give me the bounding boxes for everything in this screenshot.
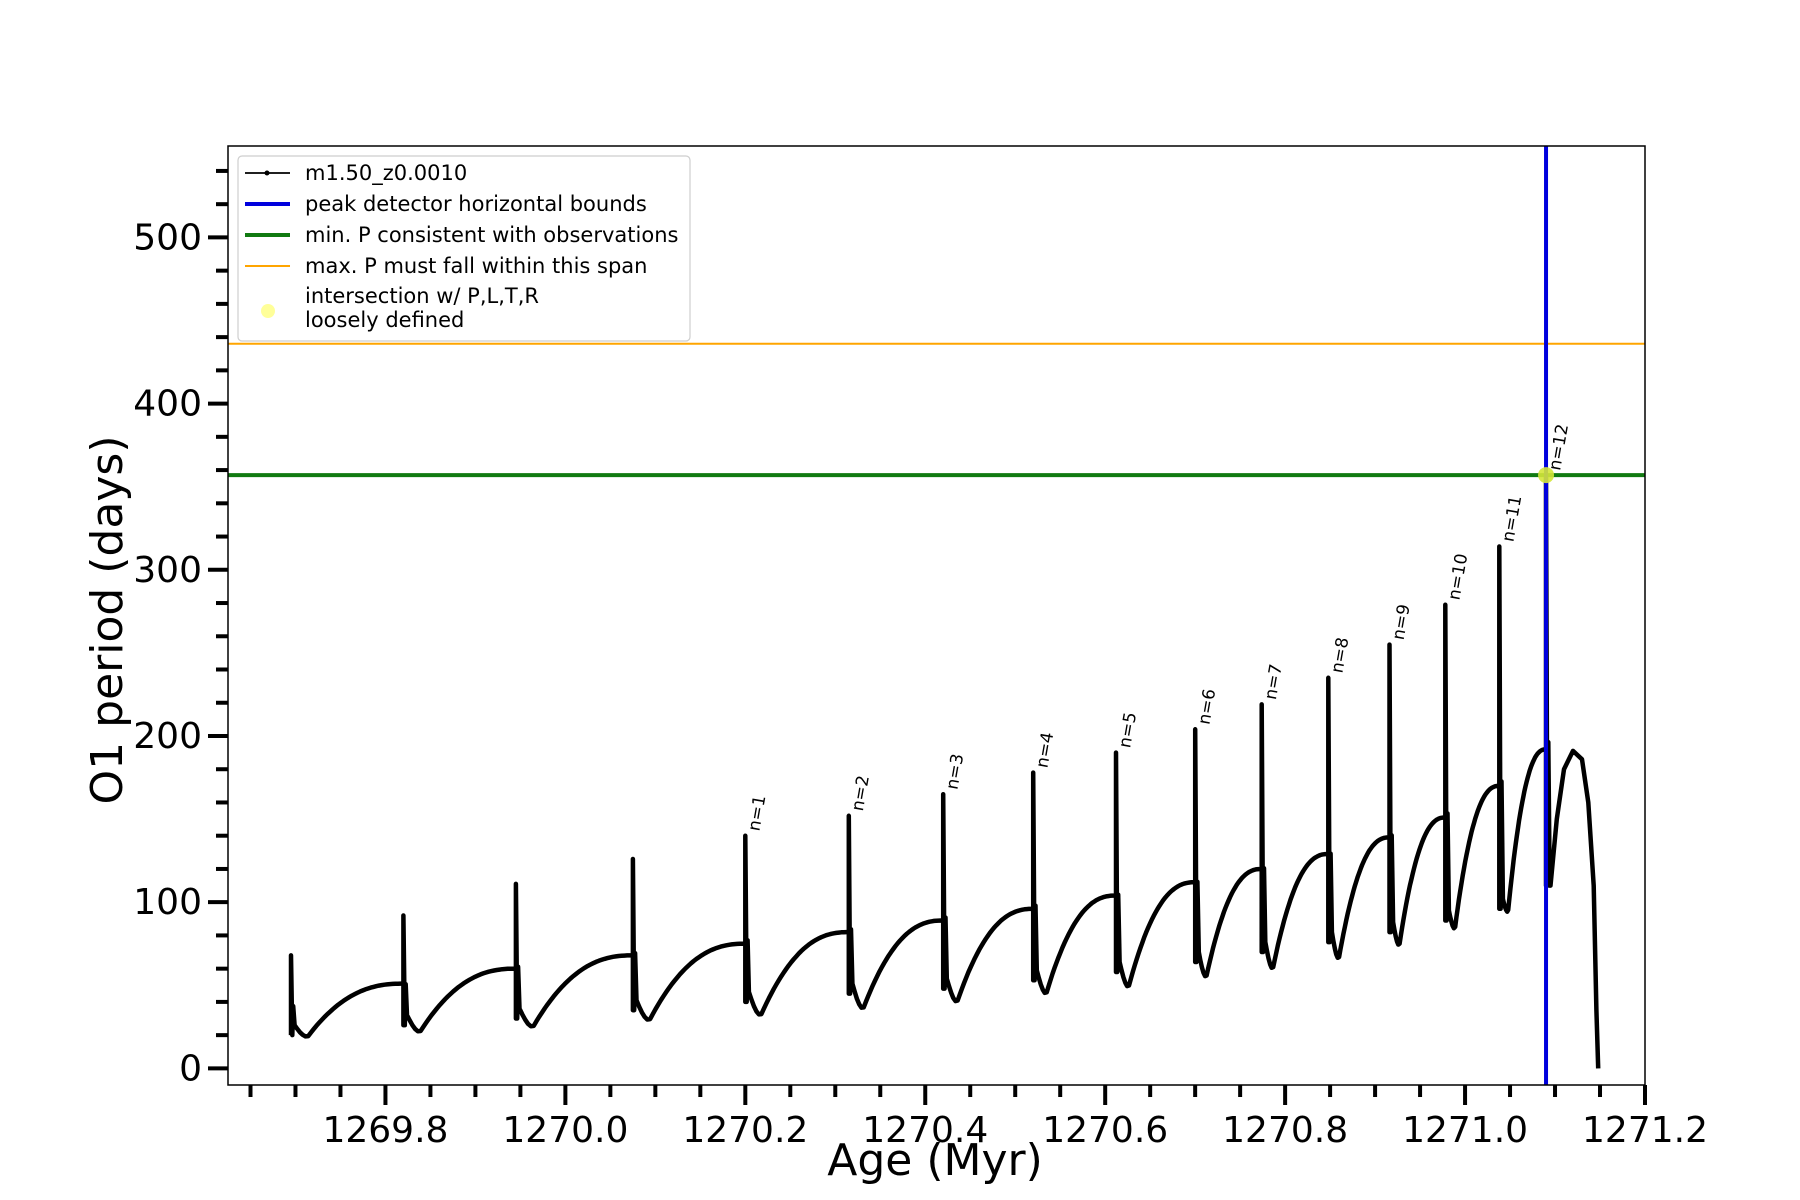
plot-frame	[227, 145, 1646, 1086]
axis-ticks: 0 100 200 300 400 500 1269.8 1270.0 1270.2 1270.4…	[133, 168, 1708, 1151]
legend-label-4-1: loosely defined	[305, 308, 464, 332]
y-tick-label: 0	[179, 1048, 202, 1089]
x-tick-label: 1270.6	[1042, 1110, 1168, 1151]
peak-label-10: n=10	[1445, 552, 1473, 601]
x-tick-label: 1270.2	[682, 1110, 808, 1151]
y-tick-label: 500	[133, 217, 202, 258]
legend-swatch-4	[261, 304, 275, 318]
y-tick-label: 200	[133, 716, 202, 757]
peak-label-1: n=1	[745, 794, 771, 833]
peak-label-11: n=11	[1499, 494, 1527, 543]
peak-label-9: n=9	[1389, 603, 1415, 642]
legend-label-1: peak detector horizontal bounds	[305, 192, 647, 216]
peak-label-8: n=8	[1328, 636, 1354, 675]
x-axis-label: Age (Myr)	[827, 1135, 1043, 1186]
y-tick-label: 300	[133, 550, 202, 591]
plot-border	[227, 145, 1646, 1086]
x-tick-label: 1270.0	[502, 1110, 628, 1151]
peak-label-3: n=3	[942, 752, 968, 791]
x-tick-label: 1271.0	[1402, 1110, 1528, 1151]
legend-label-3: max. P must fall within this span	[305, 254, 647, 278]
x-tick-label: 1270.4	[862, 1110, 988, 1151]
peak-label-4: n=4	[1032, 731, 1058, 770]
series-line-0	[288, 472, 1601, 1069]
reference-lines	[228, 146, 1645, 1085]
legend-label-2: min. P consistent with observations	[305, 223, 678, 247]
intersection-marker	[1538, 467, 1555, 484]
y-tick-label: 400	[133, 384, 202, 425]
peak-label-7: n=7	[1261, 662, 1287, 701]
legend-box	[237, 155, 691, 342]
y-axis-label: O1 period (days)	[82, 436, 133, 805]
peak-label-2: n=2	[848, 774, 874, 813]
legend-label-0: m1.50_z0.0010	[305, 161, 467, 186]
x-tick-label: 1269.8	[322, 1110, 448, 1151]
legend-marker-0	[264, 170, 270, 176]
peak-label-12: n=12	[1545, 423, 1573, 472]
peak-label-6: n=6	[1194, 687, 1220, 726]
x-tick-label: 1271.2	[1582, 1110, 1708, 1151]
peak-label-5: n=5	[1115, 711, 1141, 750]
series-curves	[288, 472, 1601, 1069]
x-tick-label: 1270.8	[1222, 1110, 1348, 1151]
y-tick-label: 100	[133, 882, 202, 923]
legend-label-4-0: intersection w/ P,L,T,R	[305, 284, 539, 308]
peak-annotations: n=1 n=2 n=3 n=4 n=5 n=6 n=7 n=8 n=9 n=10 n=11 n=12	[745, 423, 1573, 833]
